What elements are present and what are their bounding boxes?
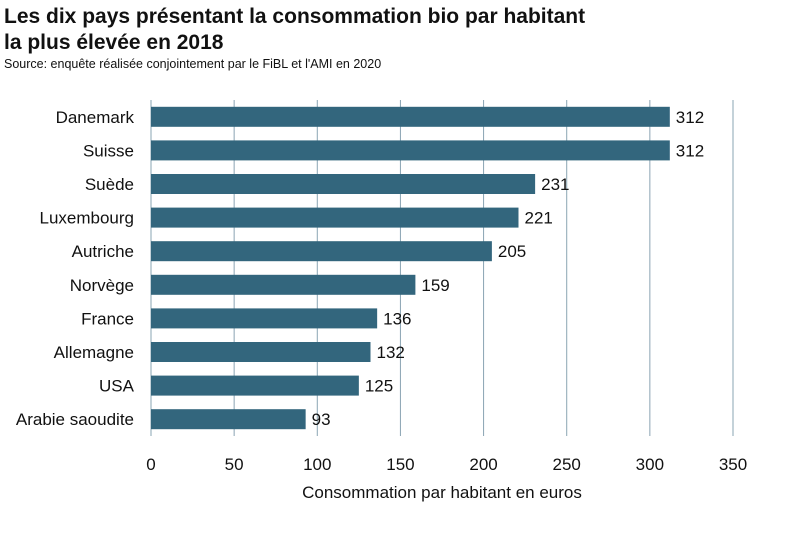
chart-title: Les dix pays présentant la consommation …	[4, 4, 794, 56]
category-label: Danemark	[56, 108, 135, 127]
category-labels: Danemark Suisse Suède Luxembourg Autriche Nor…	[16, 108, 135, 429]
value-label: 205	[498, 242, 526, 261]
category-label: Allemagne	[54, 343, 134, 362]
bar	[151, 342, 371, 362]
category-label: Norvège	[70, 276, 134, 295]
x-tick-label: 150	[386, 455, 414, 474]
value-labels: 312 312 231 221 205 159 136 132 125 93	[312, 108, 705, 429]
value-label: 221	[524, 209, 552, 228]
category-label: Autriche	[72, 242, 134, 261]
chart-title-line-1: Les dix pays présentant la consommation …	[4, 5, 586, 28]
category-label: Arabie saoudite	[16, 410, 134, 429]
bar	[151, 241, 492, 262]
value-label: 125	[365, 377, 393, 396]
value-label: 136	[383, 309, 411, 328]
x-axis-ticks: 0 50 100 150 200 250 300 350	[146, 455, 747, 474]
bar	[151, 106, 670, 127]
x-axis-label: Consommation par habitant en euros	[302, 483, 582, 502]
chart-source: Source: enquête réalisée conjointement p…	[4, 57, 382, 71]
x-tick-label: 0	[146, 455, 155, 474]
value-label: 231	[541, 175, 569, 194]
category-label: France	[81, 309, 134, 328]
category-label: Luxembourg	[39, 209, 134, 228]
value-label: 312	[676, 108, 704, 127]
value-label: 312	[676, 141, 704, 160]
bar	[151, 308, 378, 329]
x-tick-label: 50	[225, 455, 244, 474]
x-tick-label: 100	[303, 455, 331, 474]
bar	[151, 174, 536, 194]
bars	[151, 106, 670, 430]
bar	[151, 207, 519, 228]
bar	[151, 409, 306, 430]
x-tick-label: 350	[719, 455, 747, 474]
value-label: 132	[376, 343, 404, 362]
bar	[151, 274, 416, 295]
value-label: 93	[312, 410, 331, 429]
category-label: Suisse	[83, 141, 134, 160]
bar	[151, 375, 359, 396]
chart-title-line-2: la plus élevée en 2018	[4, 31, 224, 54]
x-tick-label: 200	[469, 455, 497, 474]
x-tick-label: 300	[636, 455, 664, 474]
category-label: USA	[99, 377, 135, 396]
bar	[151, 140, 670, 161]
x-tick-label: 250	[553, 455, 581, 474]
value-label: 159	[421, 276, 449, 295]
category-label: Suède	[85, 175, 134, 194]
